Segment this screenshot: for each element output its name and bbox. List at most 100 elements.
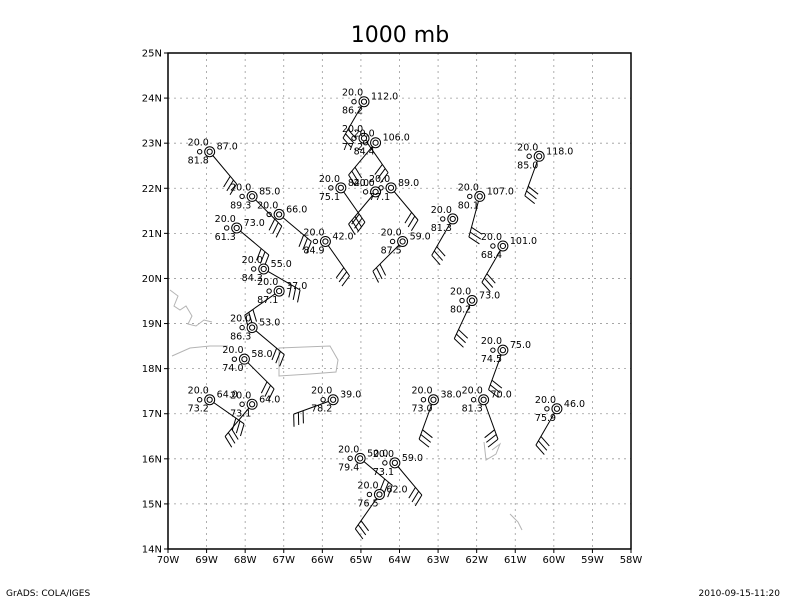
wind-barb-feather <box>306 241 312 254</box>
x-tick-label: 58W <box>620 555 643 566</box>
station-dewpoint: 73.1 <box>230 408 251 419</box>
station-dewpoint: 74.0 <box>222 363 243 374</box>
station-inner-circle <box>553 405 561 412</box>
station-inner-circle <box>260 265 267 273</box>
wind-barb-feather <box>338 271 348 283</box>
wind-barb-feather <box>486 434 497 443</box>
y-tick-label: 15N <box>142 499 162 510</box>
station-plot: 20.0 89.3 85.0 <box>230 182 283 238</box>
station-plot: 20.0 76.5 62.0 <box>354 480 408 540</box>
sky-cover-symbol <box>470 397 477 403</box>
station-plot: 20.0 80.1 107.0 <box>458 182 514 245</box>
station-inner-circle <box>468 297 476 304</box>
station-height: 85.0 <box>259 186 280 197</box>
station-temperature: 20.0 <box>458 182 479 193</box>
station-plots: 20.081.887.020.086.2112.020.077.220.084.… <box>188 88 585 540</box>
sky-cover-symbol <box>351 135 357 141</box>
station-circle <box>273 208 285 220</box>
station-temperature: 20.0 <box>431 205 452 216</box>
wind-barb-shaft <box>431 218 454 256</box>
x-tick-label: 61W <box>504 555 527 566</box>
station-circle <box>497 240 509 252</box>
sky-cover-symbol <box>440 216 446 222</box>
station-inner-circle <box>357 455 364 462</box>
coastline-hispaniola <box>169 289 213 327</box>
y-axis-labels: 14N 15N 16N 17N 18N 19N 20N 21N 22N 23N 24N 25N <box>142 49 168 556</box>
station-plot: 20.0 86.3 53.0 <box>230 314 285 367</box>
x-tick-label: 62W <box>465 555 488 566</box>
wind-barb-feather <box>302 238 308 251</box>
station-circle <box>474 190 486 202</box>
wind-barb-feather <box>538 440 548 451</box>
wind-barb-shaft <box>354 494 380 530</box>
wind-barb-shaft <box>535 408 558 446</box>
station-temperature: 20.0 <box>230 390 251 401</box>
wind-barb-feather <box>252 309 257 322</box>
wind-barb-feather <box>408 487 416 499</box>
wind-barb-feather <box>231 428 239 440</box>
station-height: 53.0 <box>259 318 280 329</box>
wind-barb-feather <box>488 389 499 398</box>
station-dewpoint: 68.4 <box>481 250 502 261</box>
station-plot: 20.0 80.2 73.0 <box>450 287 500 348</box>
station-plot: 20.0 61.3 73.0 <box>215 214 270 267</box>
wind-barb-feather <box>422 429 433 439</box>
wind-barb-feather <box>354 528 364 540</box>
station-height: 59.0 <box>402 453 423 464</box>
station-plot: 20.0 73.1 59.0 <box>373 449 423 507</box>
sky-cover-symbol <box>378 185 384 191</box>
sky-cover-symbol <box>312 238 319 245</box>
station-plot: 20.084.355.0 <box>242 255 301 303</box>
station-inner-circle <box>249 401 256 408</box>
footer-timestamp: 2010-09-15-11:20 <box>699 589 781 599</box>
wind-barb-feather <box>226 179 234 192</box>
wind-barb-shaft <box>251 327 285 355</box>
wind-barb-feather <box>229 183 238 195</box>
station-circle <box>373 488 385 500</box>
wind-barb-feather <box>297 289 301 303</box>
station-height: 37.0 <box>286 281 307 292</box>
station-temperature: 20.0 <box>481 232 502 243</box>
station-temperature: 20.0 <box>462 386 483 397</box>
station-height: 59.0 <box>410 231 431 242</box>
sky-cover-symbol <box>382 460 388 466</box>
wind-barb-feather <box>292 287 297 300</box>
station-height: 38.0 <box>440 390 461 401</box>
wind-barb-shaft <box>348 191 376 225</box>
station-height: 46.0 <box>564 399 585 410</box>
wind-barb-feather <box>279 354 285 367</box>
wind-barb-feather <box>540 436 550 447</box>
station-temperature: 20.0 <box>222 345 243 356</box>
station-dewpoint: 81.8 <box>188 156 209 167</box>
station-temperature: 20.0 <box>342 124 363 135</box>
wind-barb-feather <box>431 254 441 266</box>
station-inner-circle <box>372 139 379 146</box>
wind-barb-feather <box>298 234 305 247</box>
station-dewpoint: 80.2 <box>450 305 471 316</box>
station-height: 64.0 <box>217 390 238 401</box>
station-temperature: 20.0 <box>411 386 432 397</box>
wind-barb-shaft <box>342 101 365 139</box>
station-plot: 20.0 73.1 64.0 <box>224 390 280 448</box>
wind-barb-feather <box>375 267 383 280</box>
station-plot: 20.0 73.0 38.0 <box>411 386 462 448</box>
wind-barb-shaft <box>483 399 499 440</box>
station-height: 73.0 <box>479 291 500 302</box>
wind-barb-shaft <box>236 227 270 256</box>
wind-barb-shaft <box>359 457 393 486</box>
y-tick-label: 19N <box>142 319 162 330</box>
sky-cover-symbol <box>239 401 245 407</box>
station-inner-circle <box>249 193 256 200</box>
y-tick-label: 18N <box>142 364 162 375</box>
x-tick-label: 67W <box>272 555 295 566</box>
station-height: 42.0 <box>332 231 353 242</box>
station-temperature: 20.0 <box>188 138 209 149</box>
sky-cover-symbol <box>351 98 357 105</box>
map-title: 1000 mb <box>351 23 449 48</box>
station-dewpoint: 73.0 <box>411 404 432 415</box>
wind-barb-feather <box>487 438 499 448</box>
wind-barb-shaft <box>372 241 403 272</box>
wind-barb-feather <box>489 384 501 394</box>
wind-barb-feather <box>224 436 233 448</box>
station-dewpoint: 89.3 <box>230 200 251 211</box>
